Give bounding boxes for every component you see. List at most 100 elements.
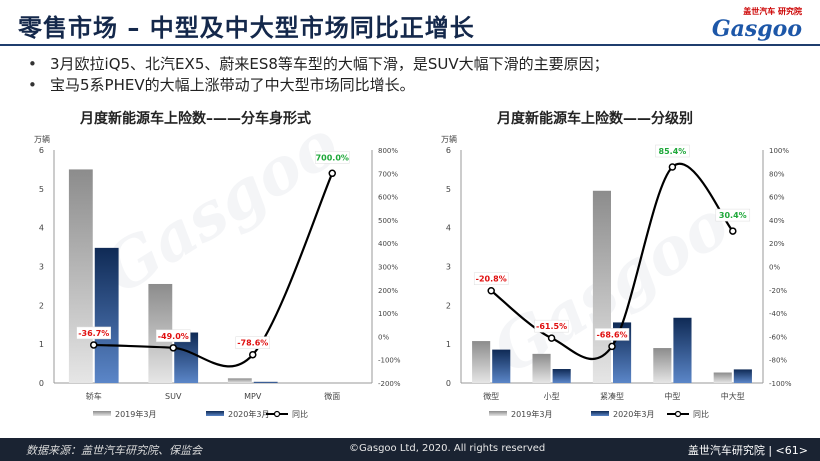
x-tick-label: SUV (165, 392, 182, 401)
yoy-line (490, 162, 734, 361)
x-tick-label: 微面 (324, 391, 340, 401)
yoy-label-box (655, 144, 690, 158)
y-tick-label: 4 (446, 224, 451, 233)
y2-tick-label: 100% (769, 147, 789, 155)
chart-body-style: 万辆 0 1 2 3 4 5 6 -200% -100% 0% 100% 200% 300% 400% 500… (34, 134, 401, 419)
x-tick-label: 微型 (483, 391, 499, 401)
y-tick-label: 1 (446, 340, 451, 349)
y2-tick-label: 0% (378, 333, 389, 341)
y2-tick-label: 80% (769, 170, 785, 178)
y2-tick-label: 20% (769, 240, 785, 248)
y2-tick-label: 60% (769, 194, 785, 202)
yoy-label-box (76, 326, 111, 340)
y2-tick-label: 0% (769, 264, 780, 272)
yoy-point (90, 341, 98, 349)
y-tick-label: 3 (39, 263, 44, 272)
legend-label-2020: 2020年3月 (228, 409, 269, 419)
legend-swatch-2019 (489, 411, 507, 416)
x-tick-label: 小型 (544, 392, 560, 401)
y2-tick-label: 500% (378, 217, 398, 225)
y-tick-label: 0 (39, 379, 44, 388)
chart-vehicle-class: 万辆 0 1 2 3 4 5 6 -100% -80% -60% -40% -20% 0% 20% 40% 60… (441, 134, 792, 419)
bar-2019 (227, 378, 252, 383)
yoy-point (608, 342, 616, 351)
x-tick-label: 中型 (664, 391, 680, 401)
y2-tick-label: -60% (769, 333, 787, 341)
yoy-point (547, 334, 556, 342)
logo-tagline: 盖世汽车 研究院 (743, 7, 802, 16)
y-tick-label: 5 (39, 185, 44, 194)
bar-2019 (713, 372, 732, 383)
y2-tick-label: -100% (769, 380, 792, 388)
legend-marker-yoy (273, 410, 281, 418)
yoy-data-label: -78.6% (237, 339, 268, 348)
footer-bar: 数据来源：盖世汽车研究院、保监会 ©Gasgoo Ltd, 2020. All … (0, 438, 820, 461)
legend-swatch-2019 (93, 411, 111, 416)
title-divider (0, 44, 820, 46)
legend-label-yoy: 同比 (693, 409, 709, 419)
gasgoo-logo: 盖世汽车 研究院 Gasgoo (706, 6, 802, 42)
chart-left-title: 月度新能源车上险数–——分车身形式 (80, 111, 311, 127)
y2-tick-label: -100% (378, 357, 401, 365)
yoy-data-label: -61.5% (536, 322, 567, 331)
y2-tick-label: -20% (769, 287, 787, 295)
legend-swatch-2020 (206, 411, 224, 416)
bar-2020 (492, 349, 511, 383)
x-tick-label: 轿车 (86, 391, 102, 401)
yoy-label-box (715, 208, 751, 222)
yoy-point (249, 350, 257, 359)
y2-tick-label: -200% (378, 380, 401, 388)
y2-tick-label: 700% (378, 170, 398, 178)
bullet-item: 宝马5系PHEV的大幅上涨带动了中大型市场同比增长。 (24, 75, 609, 96)
y-tick-label: 4 (39, 224, 44, 233)
x-tick-label: 紧凑型 (600, 391, 624, 401)
yoy-label-box (235, 336, 270, 349)
x-tick-label: MPV (244, 392, 262, 401)
bar-2019 (532, 353, 551, 383)
y-tick-label: 1 (39, 340, 44, 349)
legend-label-2019: 2019年3月 (511, 409, 552, 419)
yoy-label-box (594, 328, 630, 341)
y2-tick-label: 600% (378, 194, 398, 202)
bar-2020 (673, 317, 692, 383)
bar-2019 (653, 348, 672, 383)
legend-swatch-2020 (591, 411, 609, 416)
yoy-label-box (315, 151, 350, 164)
bullet-item: 3月欧拉iQ5、北汽EX5、蔚来ES8等车型的大幅下滑，是SUV大幅下滑的主要原… (24, 54, 609, 75)
x-tick-label: 中大型 (721, 391, 745, 401)
yoy-point (487, 286, 495, 295)
copyright-text: ©Gasgoo Ltd, 2020. All rights reserved (349, 443, 546, 454)
legend-marker-yoy (674, 410, 682, 418)
bullet-list: 3月欧拉iQ5、北汽EX5、蔚来ES8等车型的大幅下滑，是SUV大幅下滑的主要原… (24, 54, 609, 96)
y-axis-unit: 万辆 (441, 134, 457, 144)
y2-tick-label: -40% (769, 310, 787, 318)
legend-label-2019: 2019年3月 (115, 409, 156, 419)
y2-tick-label: -80% (769, 357, 787, 365)
yoy-point (668, 163, 677, 171)
institute-page-number: 盖世汽车研究院 | <61> (687, 444, 808, 457)
yoy-data-label: -49.0% (158, 332, 189, 341)
bar-2019 (472, 341, 491, 383)
y2-tick-label: 100% (378, 310, 398, 318)
y-tick-label: 2 (39, 301, 44, 310)
y2-tick-label: 200% (378, 287, 398, 295)
yoy-data-label: 700.0% (316, 153, 349, 162)
bar-2020 (94, 247, 119, 383)
yoy-label-box (473, 272, 509, 285)
y-tick-label: 6 (39, 146, 44, 155)
yoy-data-label: -36.7% (78, 329, 109, 338)
y-tick-label: 2 (446, 301, 451, 310)
bar-2019 (68, 169, 93, 383)
y-axis-unit: 万辆 (34, 134, 50, 144)
y2-tick-label: 800% (378, 147, 398, 155)
y-tick-label: 6 (446, 146, 451, 155)
y-tick-label: 5 (446, 185, 451, 194)
y2-tick-label: 40% (769, 217, 785, 225)
yoy-data-label: 85.4% (659, 147, 687, 156)
page-title: 零售市场 – 中型及中大型市场同比正增长 (18, 14, 475, 42)
y2-tick-label: 400% (378, 240, 398, 248)
y-tick-label: 0 (446, 379, 451, 388)
logo-wordmark: Gasgoo (711, 16, 802, 42)
y-tick-label: 3 (446, 263, 451, 272)
yoy-data-label: 30.4% (719, 211, 747, 220)
